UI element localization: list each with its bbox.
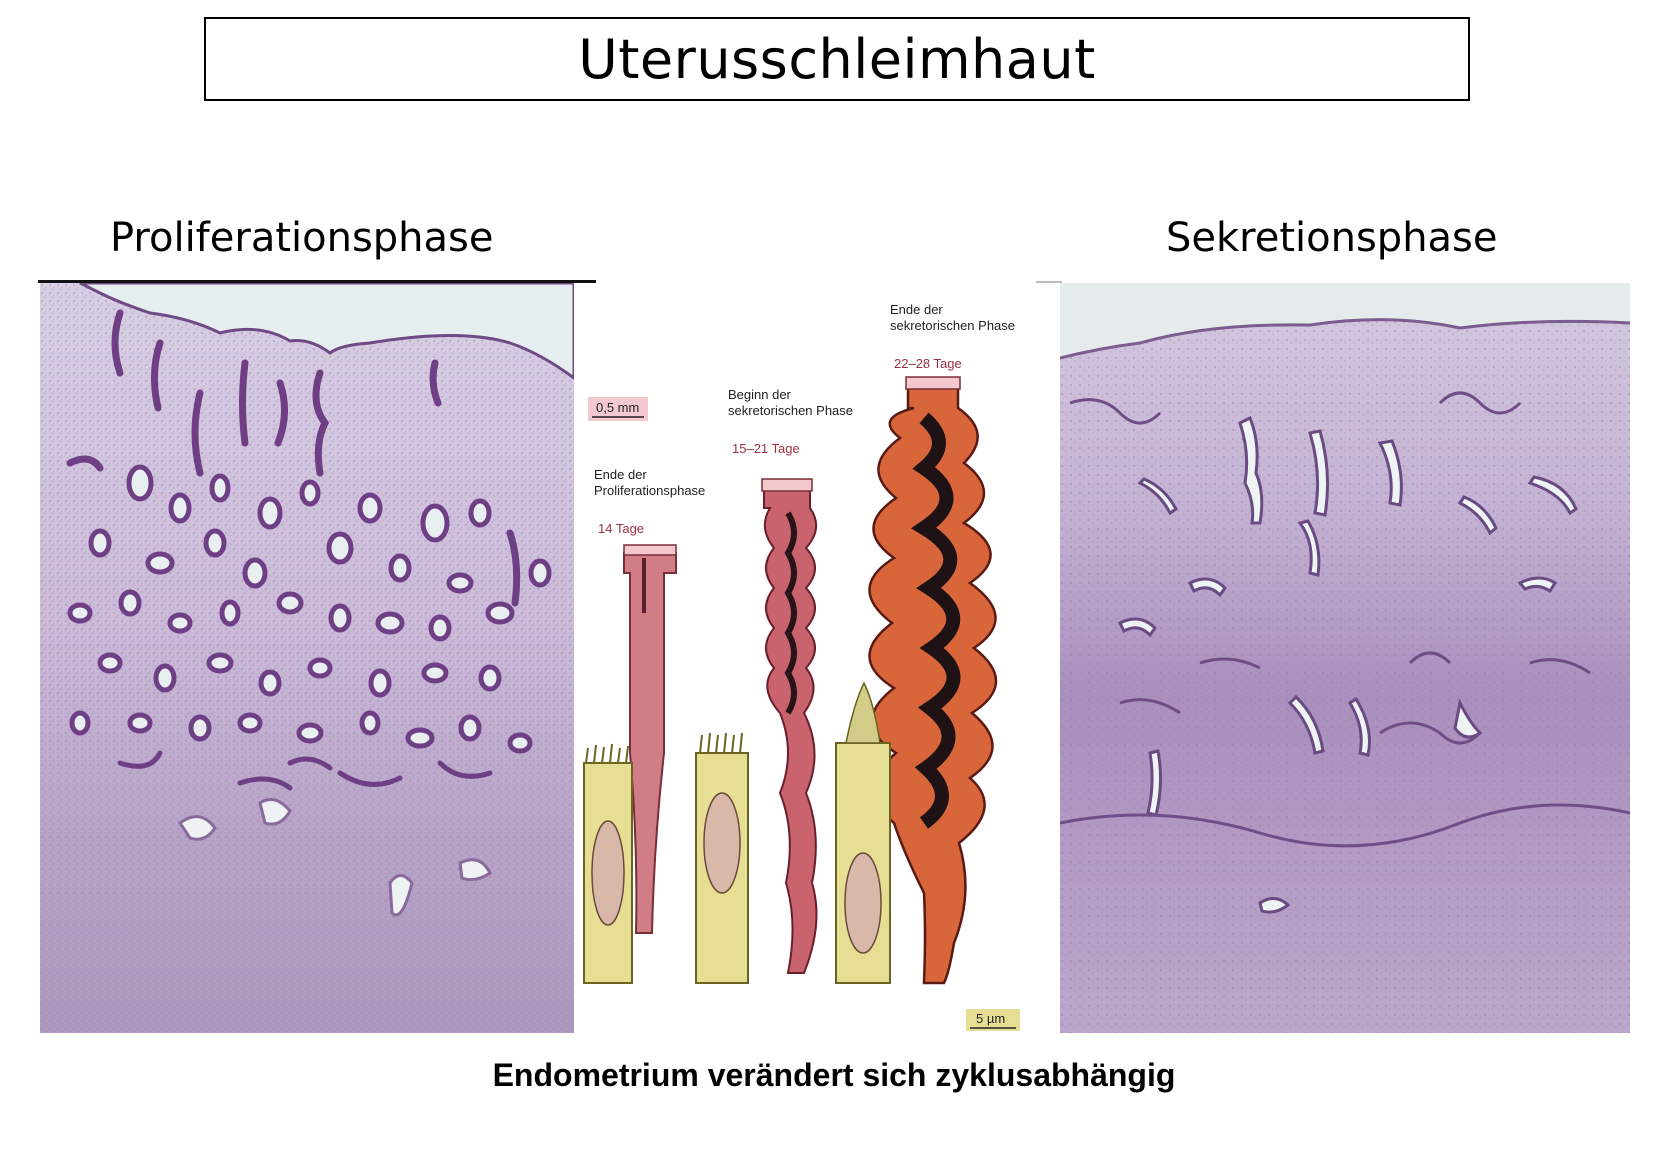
- secretion-label: Sekretionsphase: [1166, 215, 1498, 261]
- gland-schematic-figure: 0,5 mm Ende der Proliferationsphase 14 T…: [583, 302, 1020, 1031]
- epithelial-cell-3: [835, 681, 891, 984]
- phase3-label-line1: Ende der: [890, 302, 943, 317]
- proliferation-micrograph: [40, 283, 574, 1033]
- caption: Endometrium verändert sich zyklusabhängi…: [492, 1057, 1176, 1093]
- phase2-label-line1: Beginn der: [728, 387, 792, 402]
- gland-late-secretory: [868, 376, 998, 985]
- phase2-days: 15–21 Tage: [732, 441, 800, 456]
- proliferation-image: [40, 283, 574, 1033]
- left-divider: [38, 280, 596, 283]
- scale-bar-bottom-label: 5 µm: [976, 1011, 1005, 1026]
- secretion-image: [1060, 283, 1630, 1033]
- title-box: Uterusschleimhaut: [204, 17, 1470, 101]
- phase1-label-line2: Proliferationsphase: [594, 483, 705, 498]
- epithelial-cell-2: [695, 732, 749, 984]
- proliferation-label: Proliferationsphase: [110, 215, 494, 261]
- page-title: Uterusschleimhaut: [578, 27, 1096, 91]
- phase1-days: 14 Tage: [598, 521, 644, 536]
- phase3-days: 22–28 Tage: [894, 356, 962, 371]
- gland-schematic: 0,5 mm Ende der Proliferationsphase 14 T…: [574, 283, 1060, 1033]
- scale-bar-bottom-box: [966, 1009, 1020, 1031]
- phase1-label-line1: Ende der: [594, 467, 647, 482]
- phase2-label-line2: sekretorischen Phase: [728, 403, 853, 418]
- gland-early-secretory: [761, 478, 818, 974]
- scale-bar-top-label: 0,5 mm: [596, 400, 639, 415]
- epithelial-cell-1: [583, 743, 633, 984]
- phase3-label-line2: sekretorischen Phase: [890, 318, 1015, 333]
- secretion-micrograph: [1060, 283, 1630, 1033]
- right-divider: [1036, 281, 1062, 283]
